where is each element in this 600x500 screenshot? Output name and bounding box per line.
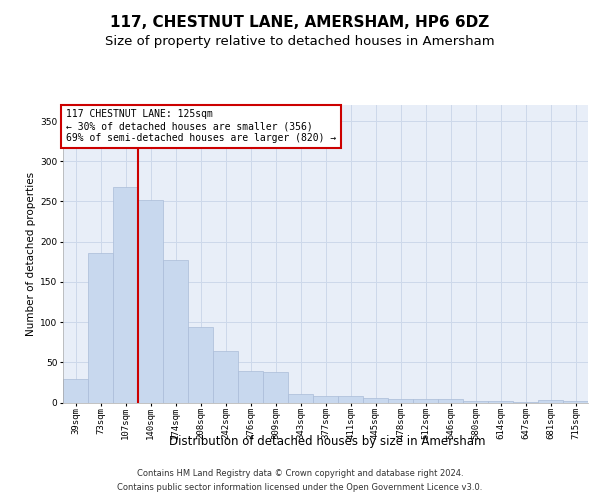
Bar [363, 398, 388, 402]
Text: Contains public sector information licensed under the Open Government Licence v3: Contains public sector information licen… [118, 483, 482, 492]
Bar [238, 371, 263, 402]
Bar [263, 372, 288, 402]
Bar [88, 253, 113, 402]
Bar [338, 396, 363, 402]
Bar [438, 400, 463, 402]
Bar [463, 401, 488, 402]
Bar [413, 400, 438, 402]
Text: Contains HM Land Registry data © Crown copyright and database right 2024.: Contains HM Land Registry data © Crown c… [137, 470, 463, 478]
Bar [213, 351, 238, 403]
Y-axis label: Number of detached properties: Number of detached properties [26, 172, 36, 336]
Bar [63, 379, 88, 402]
Bar [188, 327, 213, 402]
Bar [388, 400, 413, 402]
Bar [163, 260, 188, 402]
Bar [313, 396, 338, 402]
Bar [538, 400, 563, 402]
Bar [288, 394, 313, 402]
Bar [113, 187, 138, 402]
Text: Distribution of detached houses by size in Amersham: Distribution of detached houses by size … [169, 434, 485, 448]
Bar [563, 401, 588, 402]
Text: 117, CHESTNUT LANE, AMERSHAM, HP6 6DZ: 117, CHESTNUT LANE, AMERSHAM, HP6 6DZ [110, 15, 490, 30]
Bar [488, 401, 513, 402]
Text: 117 CHESTNUT LANE: 125sqm
← 30% of detached houses are smaller (356)
69% of semi: 117 CHESTNUT LANE: 125sqm ← 30% of detac… [65, 110, 336, 142]
Text: Size of property relative to detached houses in Amersham: Size of property relative to detached ho… [105, 34, 495, 48]
Bar [138, 200, 163, 402]
